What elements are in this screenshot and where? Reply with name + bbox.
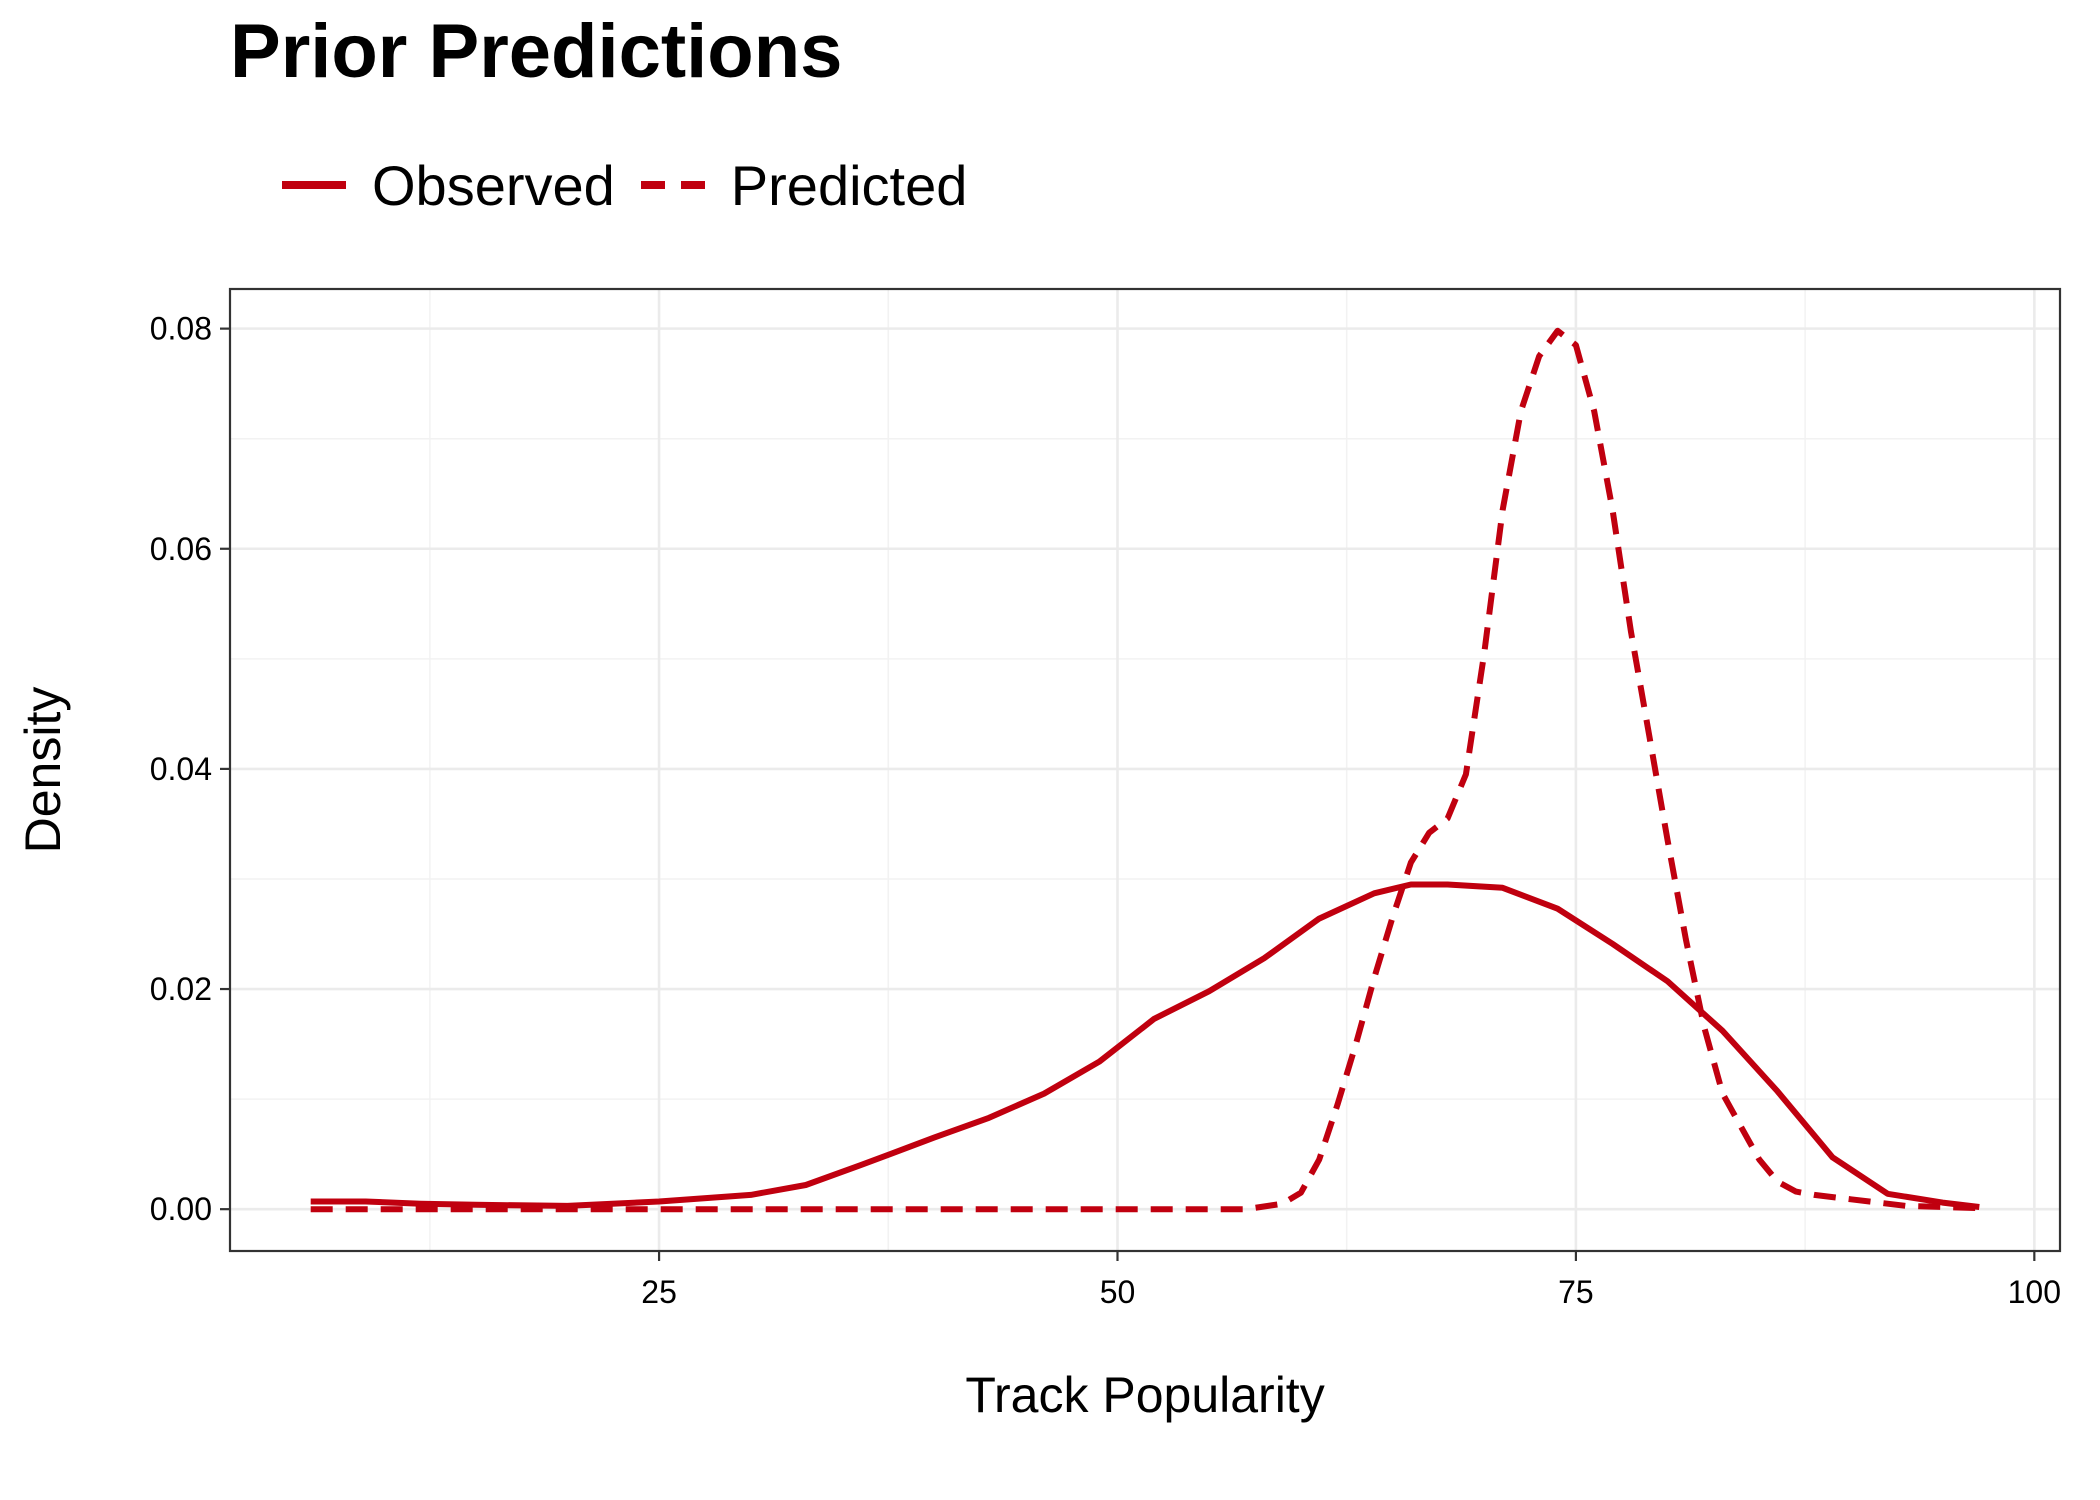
x-tick-label: 100 — [2008, 1274, 2061, 1310]
legend-item-observed: Observed — [282, 153, 615, 218]
legend-key-solid-line — [282, 181, 346, 189]
y-tick-label: 0.02 — [150, 971, 212, 1007]
plot-border — [228, 287, 2062, 1253]
y-tick-label: 0.00 — [150, 1191, 212, 1227]
legend: Observed Predicted — [282, 150, 993, 220]
series-line-predicted — [310, 327, 1980, 1213]
y-axis-title: Density — [15, 687, 71, 854]
y-tick-label: 0.06 — [150, 531, 212, 567]
x-tick-label: 25 — [641, 1274, 677, 1310]
chart-title: Prior Predictions — [230, 9, 843, 94]
y-tick-label: 0.08 — [150, 311, 212, 347]
x-tick-label: 75 — [1558, 1274, 1594, 1310]
legend-key-dashed-line — [640, 181, 705, 189]
legend-label-observed: Observed — [372, 153, 615, 217]
legend-label-predicted: Predicted — [730, 153, 968, 217]
grid-lines — [230, 289, 2060, 1251]
y-tick-label: 0.04 — [150, 751, 212, 787]
axes: 25 50 75 100 0.00 0.02 0.04 0.06 0.08 — [150, 311, 2061, 1310]
legend-item-predicted: Predicted — [640, 153, 968, 218]
density-curves — [310, 327, 1980, 1213]
x-axis-title: Track Popularity — [965, 1367, 1324, 1423]
x-tick-label: 50 — [1100, 1274, 1136, 1310]
series-line-observed — [310, 881, 1980, 1210]
